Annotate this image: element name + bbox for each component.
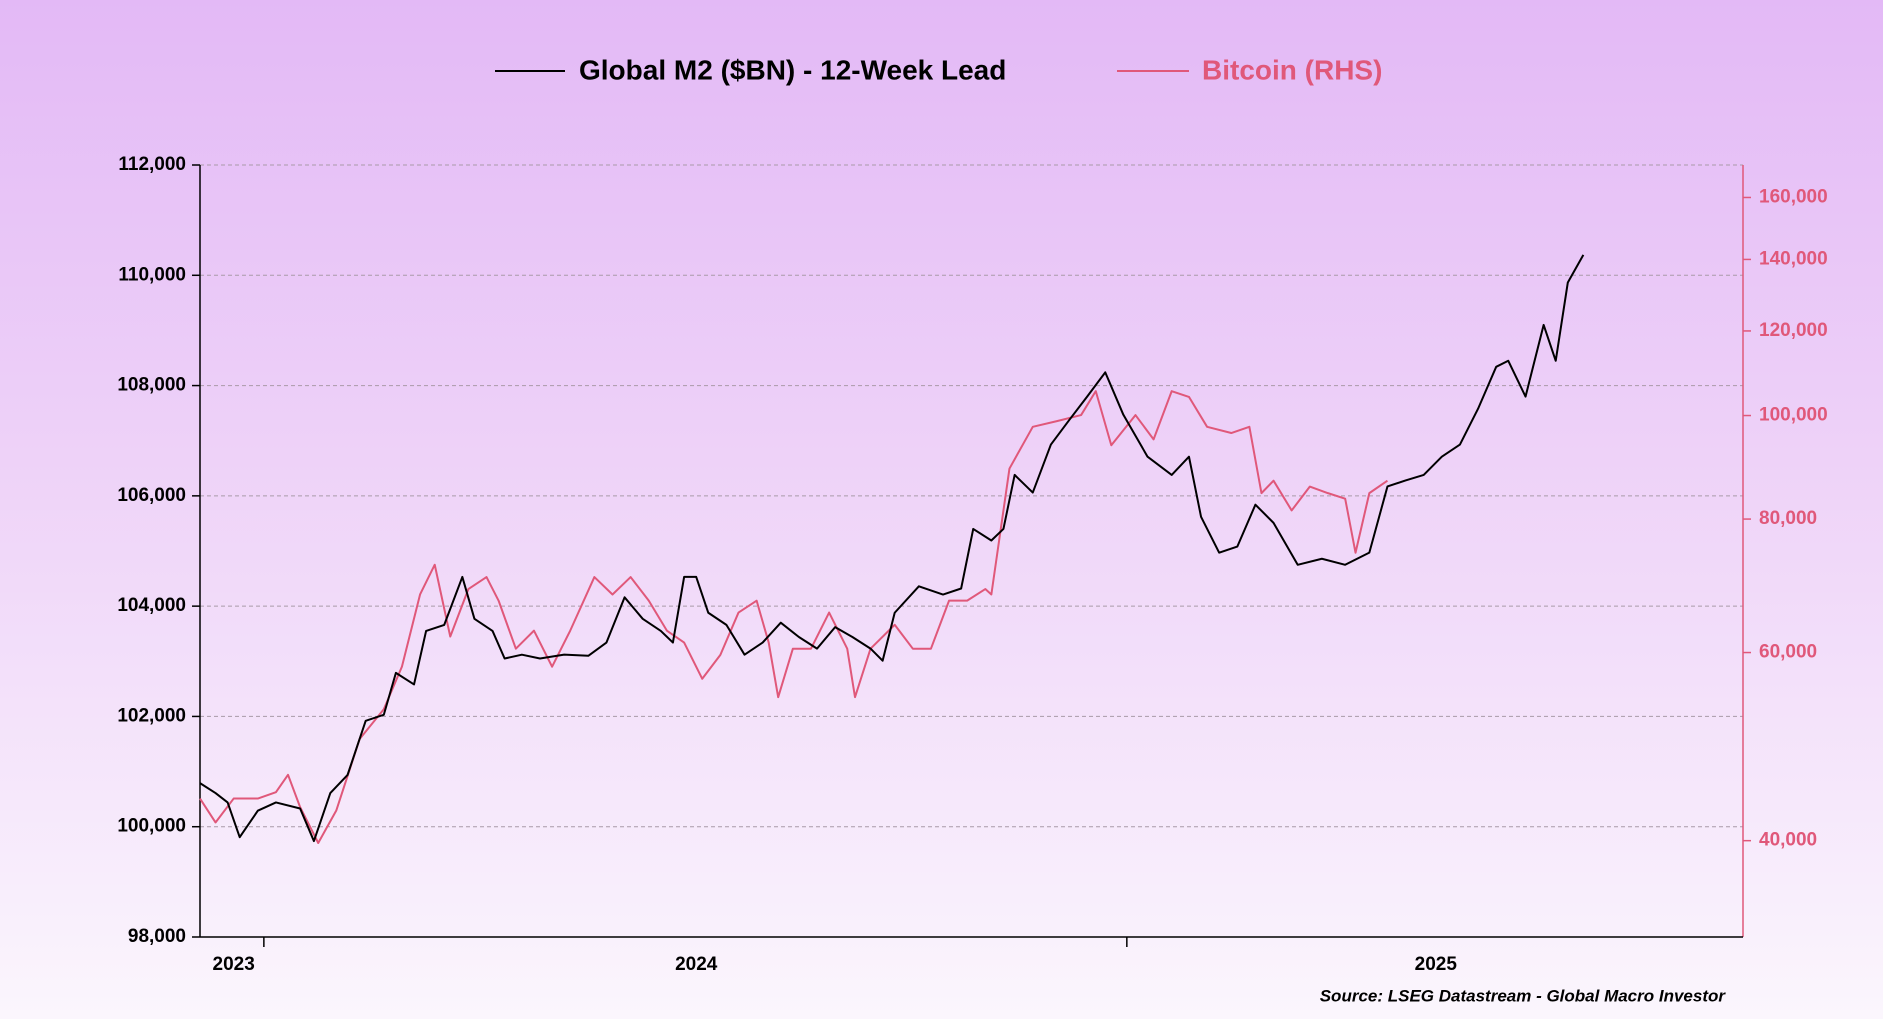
y2-tick-label: 160,000: [1759, 186, 1828, 207]
y-tick-label: 104,000: [117, 595, 186, 616]
y-tick-label: 110,000: [118, 264, 186, 285]
source-note: Source: LSEG Datastream - Global Macro I…: [1320, 986, 1727, 1005]
legend-label: Global M2 ($BN) - 12-Week Lead: [579, 54, 1006, 85]
y-tick-label: 108,000: [117, 375, 186, 396]
x-tick-label: 2024: [675, 954, 718, 975]
y2-tick-label: 80,000: [1759, 508, 1817, 529]
y-tick-label: 98,000: [128, 926, 186, 947]
series-line: [199, 390, 1389, 844]
y-tick-label: 112,000: [118, 154, 186, 175]
legend-label: Bitcoin (RHS): [1202, 54, 1382, 85]
y2-tick-label: 100,000: [1759, 405, 1828, 426]
series-line: [199, 254, 1585, 843]
y2-tick-label: 140,000: [1759, 248, 1828, 269]
x-tick-label: 2023: [213, 954, 255, 975]
y2-tick-label: 60,000: [1759, 642, 1817, 663]
y2-tick-label: 40,000: [1759, 830, 1817, 851]
y-tick-label: 106,000: [117, 485, 186, 506]
y-tick-label: 100,000: [117, 816, 186, 837]
x-tick-label: 2025: [1415, 954, 1458, 975]
y-tick-label: 102,000: [117, 705, 186, 726]
y2-tick-label: 120,000: [1759, 320, 1828, 341]
